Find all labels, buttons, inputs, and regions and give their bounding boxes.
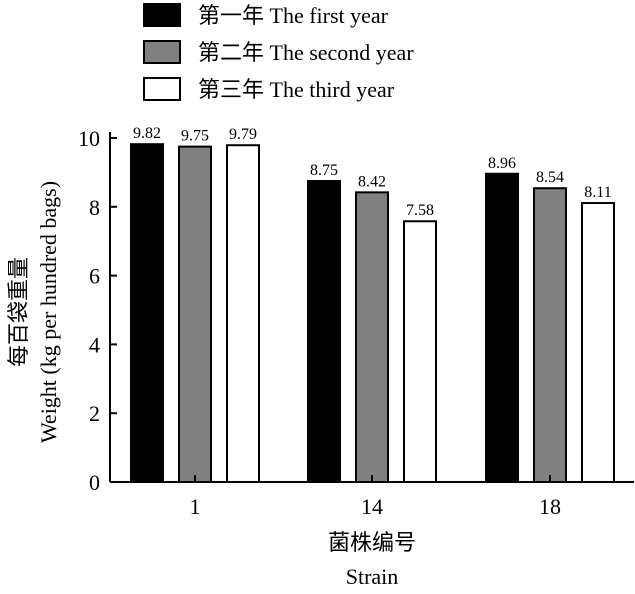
y-tick-label: 4 [89,332,100,357]
y-tick-label: 8 [89,195,100,220]
legend: 第一年 The first year 第二年 The second year 第三年… [143,3,414,102]
data-label-strain-1-series-1: 9.82 [133,125,161,142]
y-axis-title-en: Weight (kg per hundred bags) [36,181,61,443]
y-tick-label: 0 [89,470,100,495]
bar-strain-1-series-2 [178,145,212,483]
y-axis-title: 每百袋重量 [6,257,31,367]
axis-titles: 菌株编号 Strain 每百袋重量 Weight (kg per hundred… [6,181,416,589]
data-label-strain-14-series-2: 8.42 [358,173,386,190]
legend-label-series-1: 第一年 The first year [198,3,389,28]
data-label-strain-1-series-2: 9.75 [181,128,209,145]
bar-strain-18-series-2 [533,187,567,483]
axes: 0 2 4 6 8 10 1 14 18 [78,126,634,519]
data-label-strain-14-series-3: 7.58 [406,202,434,219]
legend-label-series-3: 第三年 The third year [198,77,395,102]
bar-strain-14-series-2 [355,191,389,484]
bar-strain-18-series-3 [581,202,615,484]
legend-swatch-series-1 [143,3,181,27]
data-label-strain-1-series-3: 9.79 [229,126,257,143]
x-tick-label: 18 [539,494,561,519]
y-tick-label: 10 [78,126,100,151]
y-tick-label: 2 [89,401,100,426]
data-label-strain-14-series-1: 8.75 [310,162,338,179]
bar-strain-1-series-3 [226,144,260,483]
y-tick-label: 6 [89,264,100,289]
data-label-strain-18-series-1: 8.96 [488,155,516,172]
x-axis-title: 菌株编号 [328,530,416,555]
data-label-strain-18-series-3: 8.11 [584,184,611,201]
x-axis-title-en: Strain [346,564,399,589]
bar-strain-14-series-3 [403,220,437,484]
bar-strain-18-series-1 [485,172,519,483]
x-tick-label: 14 [361,494,383,519]
x-tick-label: 1 [190,494,201,519]
bars [130,143,615,484]
data-label-strain-18-series-2: 8.54 [536,169,564,186]
legend-swatch-series-3 [143,77,181,101]
value-labels: 9.82 9.75 9.79 8.75 8.42 7.58 8.96 8.54 8.11 [133,125,612,219]
legend-swatch-series-2 [143,40,181,64]
bar-strain-14-series-1 [307,180,341,483]
legend-label-series-2: 第二年 The second year [198,40,414,65]
bar-strain-1-series-1 [130,143,164,484]
